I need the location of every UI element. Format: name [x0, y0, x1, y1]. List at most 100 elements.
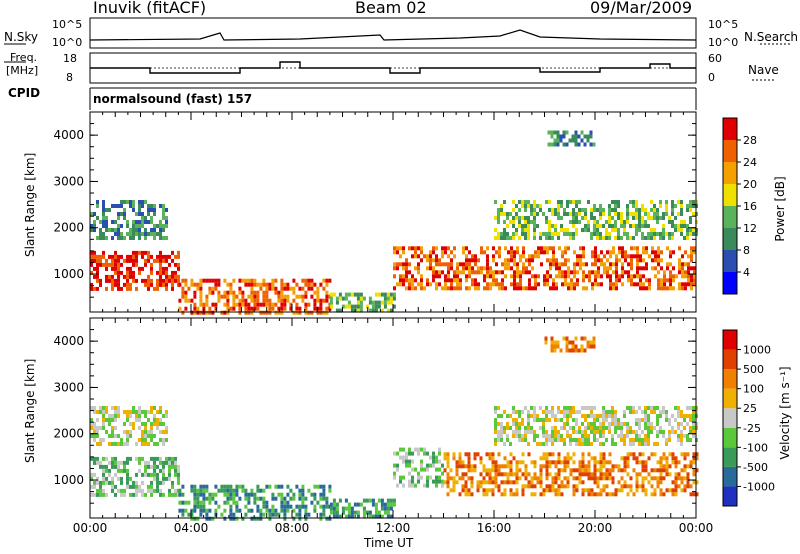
data-cell [90, 484, 93, 489]
data-cell [629, 406, 632, 410]
data-cell [521, 422, 524, 426]
data-cell [546, 258, 549, 263]
data-cell [542, 430, 545, 434]
data-cell [650, 208, 653, 212]
data-cell [298, 516, 302, 521]
data-cell [566, 228, 569, 232]
data-cell [162, 472, 165, 477]
data-cell [280, 500, 284, 505]
data-cell [229, 496, 233, 501]
data-cell [316, 310, 320, 315]
data-cell [654, 254, 657, 259]
data-cell [695, 480, 699, 485]
data-cell [587, 200, 590, 204]
data-cell [108, 228, 111, 232]
data-cell [123, 282, 126, 287]
data-cell [411, 479, 414, 484]
data-cell [105, 468, 108, 473]
data-cell [495, 262, 498, 267]
data-cell [563, 422, 566, 426]
xtick-label: 08:00 [275, 521, 310, 535]
data-cell [132, 480, 135, 485]
data-cell [177, 476, 180, 481]
data-cell [665, 204, 668, 208]
data-cell [259, 488, 263, 493]
data-cell [557, 208, 560, 212]
data-cell [268, 286, 272, 291]
data-cell [141, 472, 144, 477]
data-cell [359, 300, 363, 305]
data-cell [117, 254, 120, 259]
data-cell [483, 266, 486, 271]
data-cell [168, 488, 171, 493]
data-cell [590, 476, 594, 481]
data-cell [540, 246, 543, 251]
data-cell [223, 516, 227, 521]
data-cell [450, 286, 453, 291]
data-cell [111, 434, 114, 438]
data-cell [456, 278, 459, 283]
data-cell [663, 282, 666, 287]
data-cell [651, 266, 654, 271]
data-cell [304, 512, 308, 517]
data-cell [533, 212, 536, 216]
data-cell [513, 286, 516, 291]
data-cell [283, 512, 287, 517]
data-cell [602, 422, 605, 426]
data-cell [503, 472, 507, 477]
data-cell [512, 480, 516, 485]
data-cell [551, 236, 554, 240]
data-cell [105, 262, 108, 267]
data-cell [560, 468, 564, 473]
data-cell [259, 302, 263, 307]
data-cell [111, 254, 114, 259]
data-cell [590, 236, 593, 240]
data-cell [581, 228, 584, 232]
data-cell [656, 422, 659, 426]
data-cell [141, 212, 144, 216]
data-cell [609, 286, 612, 291]
data-cell [262, 512, 266, 517]
data-cell [603, 270, 606, 275]
data-cell [368, 514, 372, 519]
data-cell [359, 296, 363, 301]
data-cell [420, 447, 423, 452]
data-cell [525, 266, 528, 271]
data-cell [150, 220, 153, 224]
data-cell [214, 282, 218, 287]
data-cell [599, 216, 602, 220]
data-cell [577, 134, 581, 139]
data-cell [132, 274, 135, 279]
data-cell [674, 224, 677, 228]
nsearch-label: N.Search [744, 30, 799, 44]
data-cell [594, 246, 597, 251]
data-cell [527, 426, 530, 430]
data-cell [635, 460, 639, 465]
data-cell [522, 266, 525, 271]
data-cell [153, 236, 156, 240]
data-cell [452, 484, 456, 489]
data-cell [695, 452, 699, 457]
data-cell [678, 286, 681, 291]
data-cell [537, 250, 540, 255]
data-cell [575, 204, 578, 208]
data-cell [563, 228, 566, 232]
data-cell [217, 282, 221, 287]
data-cell [159, 456, 162, 461]
data-cell [319, 306, 323, 311]
data-cell [539, 476, 543, 481]
data-cell [156, 426, 159, 430]
data-cell [96, 278, 99, 283]
data-cell [575, 438, 578, 442]
data-cell [501, 278, 504, 283]
data-cell [632, 224, 635, 228]
data-cell [494, 406, 497, 410]
data-cell [677, 438, 680, 442]
data-cell [181, 278, 185, 283]
data-cell [108, 414, 111, 418]
data-cell [117, 442, 120, 446]
data-cell [405, 266, 408, 271]
data-cell [417, 471, 420, 476]
data-cell [579, 266, 582, 271]
data-cell [250, 306, 254, 311]
